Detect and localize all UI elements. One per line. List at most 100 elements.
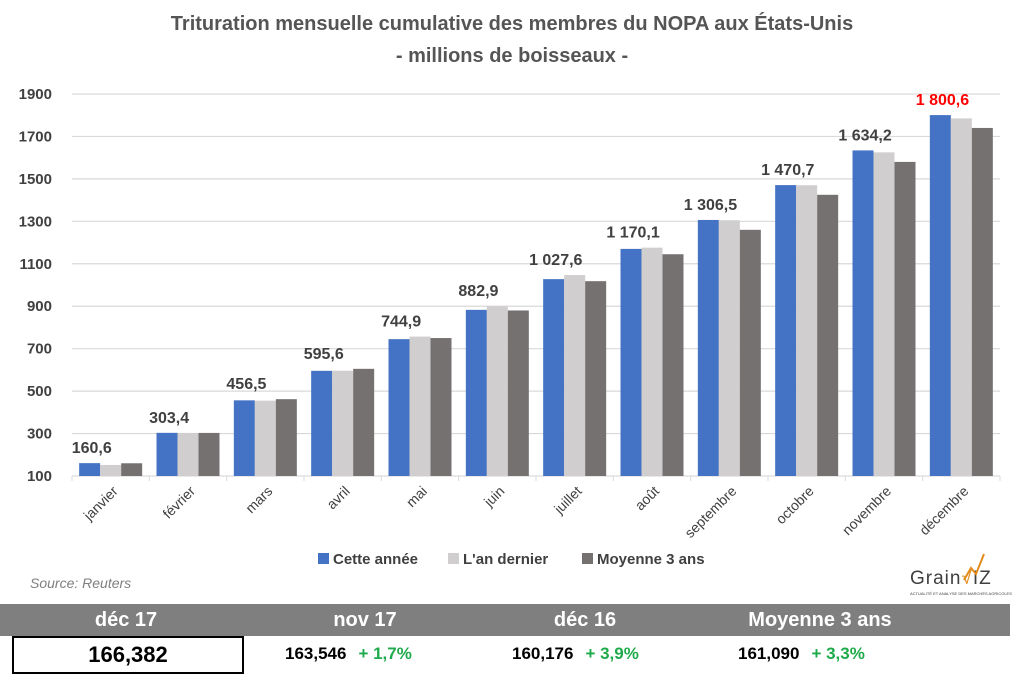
x-tick-label: juillet	[550, 483, 585, 518]
data-label: 1 800,6	[916, 92, 969, 109]
y-tick-label: 1300	[19, 213, 52, 230]
y-tick-label: 1900	[19, 86, 52, 103]
stat-value: 163,546	[285, 644, 347, 663]
logo-text: Grain√IZ	[910, 568, 992, 589]
bar-moyenne-3-ans-octobre	[817, 194, 839, 477]
bar-cette-ann-e-novembre	[852, 150, 874, 476]
bar-moyenne-3-ans-juin	[507, 310, 529, 476]
x-tick-label: mai	[403, 483, 430, 510]
bar-cette-ann-e-janvier	[79, 463, 101, 476]
logo-tagline: ACTUALITÉ ET ANALYSE DES MARCHÉS AGRICOL…	[910, 591, 1012, 596]
data-label: 303,4	[149, 410, 189, 427]
stat-change: + 3,9%	[585, 644, 639, 663]
stat-change: + 1,7%	[358, 644, 412, 663]
data-label: 1 027,6	[529, 252, 582, 269]
stats-header-prev-year: déc 16	[553, 609, 617, 631]
y-tick-label: 1100	[19, 256, 52, 273]
x-tick-label: janvier	[80, 483, 121, 524]
bar-l-an-dernier-février	[177, 432, 199, 476]
logo-spark-icon	[963, 553, 985, 581]
legend-label: Cette année	[333, 551, 418, 568]
grainwiz-logo: Grain√IZ ACTUALITÉ ET ANALYSE DES MARCHÉ…	[910, 553, 1012, 598]
bar-moyenne-3-ans-septembre	[739, 229, 761, 476]
x-tick-label: décembre	[916, 483, 971, 538]
bar-moyenne-3-ans-novembre	[894, 161, 916, 476]
bar-l-an-dernier-août	[641, 247, 663, 476]
bar-cette-ann-e-février	[156, 432, 178, 476]
bar-l-an-dernier-septembre	[718, 220, 740, 476]
y-tick-label: 1700	[19, 128, 52, 145]
bar-cette-ann-e-décembre	[929, 115, 951, 477]
y-tick-label: 100	[27, 468, 52, 485]
stats-header-avg: Moyenne 3 ans	[748, 609, 892, 631]
bar-l-an-dernier-juin	[486, 306, 508, 476]
bar-cette-ann-e-juin	[465, 309, 487, 476]
bar-l-an-dernier-décembre	[950, 118, 972, 477]
x-axis: janvier février mars avril mai juin juillet aoû…	[71, 476, 1001, 541]
x-tick-label: juin	[480, 483, 507, 510]
y-tick-label: 500	[27, 383, 52, 400]
stat-change: + 3,3%	[811, 644, 865, 663]
bar-l-an-dernier-janvier	[100, 464, 122, 476]
y-tick-label: 700	[27, 341, 52, 358]
x-tick-label: février	[159, 483, 198, 522]
bar-moyenne-3-ans-mars	[275, 399, 297, 476]
stats-header: déc 17 nov 17 déc 16 Moyenne 3 ans	[0, 604, 1010, 636]
bar-cette-ann-e-septembre	[697, 219, 719, 476]
bar-moyenne-3-ans-mai	[430, 338, 452, 476]
stat-prev-year: 160,176 + 3,9%	[512, 636, 639, 672]
stat-value: 161,090	[738, 644, 800, 663]
current-value-box: 166,382	[12, 636, 244, 674]
legend-swatch	[582, 553, 593, 564]
data-label: 456,5	[226, 376, 266, 393]
chart-title: Trituration mensuelle cumulative des mem…	[171, 12, 853, 35]
data-label: 882,9	[458, 283, 498, 300]
bar-moyenne-3-ans-janvier	[121, 463, 143, 476]
data-label: 160,6	[72, 440, 112, 457]
data-labels: 160,6 303,4 456,5 595,6 744,9 882,9 1 027,6 1 1…	[72, 92, 969, 457]
legend-label: Moyenne 3 ans	[597, 551, 705, 568]
bar-l-an-dernier-octobre	[796, 185, 818, 476]
legend: Cette année L'an dernier Moyenne 3 ans	[318, 551, 705, 568]
data-label: 1 170,1	[606, 225, 659, 242]
gridlines	[72, 93, 1000, 477]
source-note: Source: Reuters	[30, 575, 132, 591]
bar-l-an-dernier-mai	[409, 336, 431, 476]
bar-l-an-dernier-mars	[254, 400, 276, 476]
bar-l-an-dernier-novembre	[873, 152, 895, 476]
stat-avg: 161,090 + 3,3%	[738, 636, 865, 672]
legend-swatch	[318, 553, 329, 564]
bar-cette-ann-e-avril	[311, 370, 333, 476]
x-tick-label: mars	[242, 483, 275, 516]
y-axis: 100 300 500 700 900 1100 1300 1500 1700 1900	[19, 86, 52, 485]
bars	[79, 115, 993, 477]
bar-moyenne-3-ans-août	[662, 254, 684, 476]
data-label: 744,9	[381, 314, 421, 331]
stats-header-current: déc 17	[94, 609, 158, 631]
legend-label: L'an dernier	[463, 551, 548, 568]
bar-moyenne-3-ans-avril	[353, 368, 375, 476]
y-tick-label: 1500	[19, 171, 52, 188]
stats-row: 166,382 163,546 + 1,7% 160,176 + 3,9% 161,…	[0, 636, 1010, 674]
bar-cette-ann-e-août	[620, 248, 642, 476]
x-tick-label: septembre	[681, 483, 739, 541]
stat-prev-month: 163,546 + 1,7%	[285, 636, 412, 672]
y-tick-label: 900	[27, 298, 52, 315]
bar-cette-ann-e-mars	[233, 400, 255, 476]
chart-subtitle: - millions de boisseaux -	[396, 45, 628, 67]
x-tick-label: octobre	[772, 483, 816, 527]
bar-moyenne-3-ans-décembre	[971, 127, 993, 476]
data-label: 1 470,7	[761, 162, 814, 179]
data-label: 1 306,5	[684, 197, 737, 214]
bar-moyenne-3-ans-février	[198, 432, 220, 476]
bar-cette-ann-e-juillet	[543, 279, 565, 476]
chart: Trituration mensuelle cumulative des mem…	[19, 12, 1001, 568]
stats-header-prev-month: nov 17	[333, 609, 397, 631]
y-tick-label: 300	[27, 426, 52, 443]
stat-value: 160,176	[512, 644, 574, 663]
bar-cette-ann-e-octobre	[775, 185, 797, 476]
bar-l-an-dernier-avril	[332, 370, 354, 476]
x-tick-label: avril	[323, 483, 352, 512]
data-label: 595,6	[304, 346, 344, 363]
legend-swatch	[448, 553, 459, 564]
